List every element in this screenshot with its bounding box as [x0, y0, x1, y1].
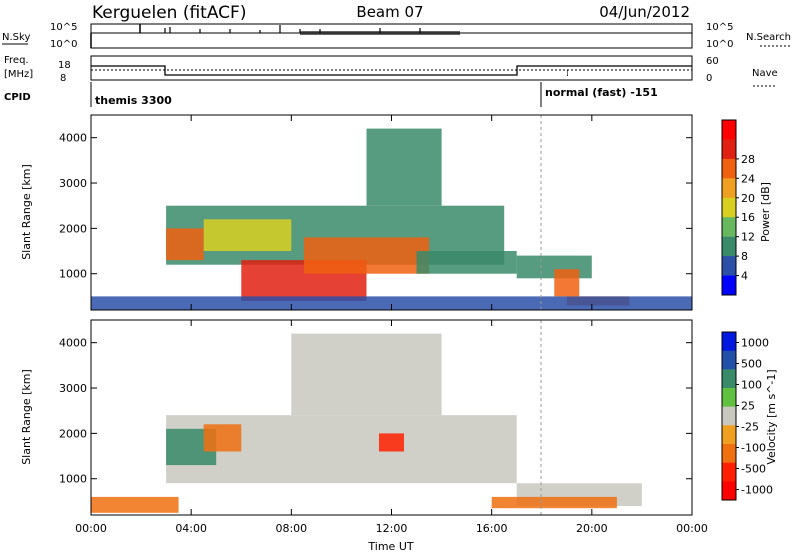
svg-text:⁞: ⁞	[566, 69, 569, 79]
cpid-first: themis 3300	[95, 94, 172, 107]
power-region-10	[91, 296, 692, 310]
velocity-ytick-label: 2000	[59, 427, 87, 440]
power-colorbar-tick: 28	[741, 153, 755, 166]
power-ytick-label: 3000	[59, 177, 87, 190]
nsky-bottom-tick: 10^0	[50, 39, 77, 50]
nsearch-label: N.Search	[746, 32, 791, 43]
velocity-colorbar-tick: -100	[741, 442, 766, 455]
nsky-top-tick: 10^5	[50, 22, 77, 33]
power-colorbar-tick: 24	[741, 172, 755, 185]
velocity-colorbar-swatch	[722, 444, 736, 464]
power-colorbar-tick: 20	[741, 192, 755, 205]
power-region-6	[416, 251, 517, 274]
power-region-4	[366, 128, 442, 206]
power-colorbar-tick: 8	[741, 250, 748, 263]
velocity-colorbar-tick: 500	[741, 358, 762, 371]
velocity-region-3	[379, 433, 404, 452]
power-colorbar-swatch	[722, 236, 736, 257]
velocity-region-4	[291, 333, 442, 416]
velocity-region-2	[203, 424, 242, 452]
xtick-label: 20:00	[576, 522, 608, 535]
xtick-label: 16:00	[476, 522, 508, 535]
velocity-panel: 1000 2000 3000 4000 00:00 04:00 08:00 12:00 16:…	[20, 319, 708, 553]
velocity-heatmap	[91, 333, 642, 513]
power-colorbar-swatch	[722, 275, 736, 296]
station-title: Kerguelen (fitACF)	[92, 3, 246, 23]
power-colorbar-swatch	[722, 139, 736, 160]
xtick-label: 12:00	[376, 522, 408, 535]
cpid-strip: CPID themis 3300 normal (fast) -151	[4, 82, 658, 107]
freq-top-tick: 18	[58, 60, 71, 71]
nave-top-tick: 60	[706, 56, 719, 67]
power-ytick-label: 2000	[59, 222, 87, 235]
power-colorbar-swatch	[722, 217, 736, 238]
freq-strip: ⁞ Freq. [MHz] 18 8 60 0 Nave	[4, 55, 778, 87]
velocity-ytick-label: 1000	[59, 473, 87, 486]
power-panel: 1000 2000 3000 4000 Slant Range [km]	[20, 114, 693, 311]
nsky-label: N.Sky	[2, 32, 30, 43]
power-colorbar: 4 8 12 16 20 24 28	[721, 119, 755, 296]
velocity-region-5	[91, 496, 179, 513]
nave-label: Nave	[752, 68, 778, 79]
power-colorbar-label: Power [dB]	[759, 182, 772, 242]
power-ytick-label: 1000	[59, 268, 87, 281]
freq-bottom-tick: 8	[60, 73, 66, 84]
power-colorbar-swatch	[722, 120, 736, 140]
xtick-label: 00:00	[75, 522, 107, 535]
power-region-8	[554, 269, 580, 297]
nsky-strip: N.Sky 10^5 10^0 10^5 10^0 N.Search	[2, 22, 792, 50]
cpid-label: CPID	[4, 92, 31, 103]
power-colorbar-swatch	[722, 256, 736, 276]
velocity-ytick-label: 3000	[59, 382, 87, 395]
velocity-colorbar-tick: 25	[741, 400, 755, 413]
velocity-ytick-label: 4000	[59, 337, 87, 350]
velocity-region-7	[491, 496, 617, 509]
power-region-7	[516, 255, 592, 279]
power-colorbar-swatch	[722, 158, 736, 179]
nsearch-bottom-tick: 10^0	[706, 39, 733, 50]
velocity-colorbar-tick: -1000	[741, 484, 773, 497]
xtick-label: 00:00	[676, 522, 708, 535]
date-label: 04/Jun/2012	[599, 3, 690, 21]
power-colorbar-swatch	[722, 197, 736, 218]
nsearch-top-tick: 10^5	[706, 22, 733, 33]
power-colorbar-tick: 16	[741, 211, 755, 224]
power-ylabel: Slant Range [km]	[20, 164, 33, 260]
power-colorbar-swatch	[722, 178, 736, 199]
velocity-colorbar-swatch	[722, 425, 736, 445]
freq-label: Freq.	[4, 55, 29, 66]
velocity-colorbar-swatch	[722, 369, 736, 389]
time-axis-label: Time UT	[367, 540, 413, 553]
power-region-5	[203, 219, 292, 251]
velocity-colorbar-swatch	[722, 332, 736, 352]
xtick-label: 08:00	[275, 522, 307, 535]
velocity-colorbar: 1000 500 100 25 -25 -100 -500 -1000	[721, 331, 773, 501]
power-colorbar-tick: 12	[741, 231, 755, 244]
velocity-colorbar-tick: -500	[741, 463, 766, 476]
nave-bottom-tick: 0	[706, 73, 712, 84]
power-ytick-label: 4000	[59, 132, 87, 145]
xtick-label: 04:00	[175, 522, 207, 535]
velocity-colorbar-swatch	[722, 388, 736, 408]
velocity-colorbar-swatch	[722, 406, 736, 426]
velocity-colorbar-label: Velocity [m s^-1]	[765, 369, 778, 464]
freq-trace	[91, 65, 692, 76]
beam-label: Beam 07	[356, 3, 423, 21]
velocity-colorbar-swatch	[722, 481, 736, 501]
velocity-colorbar-tick: -25	[741, 421, 759, 434]
power-region-1	[166, 228, 204, 261]
velocity-colorbar-swatch	[722, 350, 736, 370]
cpid-second: normal (fast) -151	[545, 86, 658, 99]
velocity-colorbar-tick: 1000	[741, 337, 769, 350]
power-heatmap	[91, 128, 692, 310]
velocity-ylabel: Slant Range [km]	[20, 369, 33, 465]
power-region-3	[303, 237, 430, 274]
velocity-colorbar-swatch	[722, 462, 736, 482]
freq-unit: [MHz]	[4, 69, 33, 80]
power-colorbar-tick: 4	[741, 270, 748, 283]
velocity-colorbar-tick: 100	[741, 379, 762, 392]
